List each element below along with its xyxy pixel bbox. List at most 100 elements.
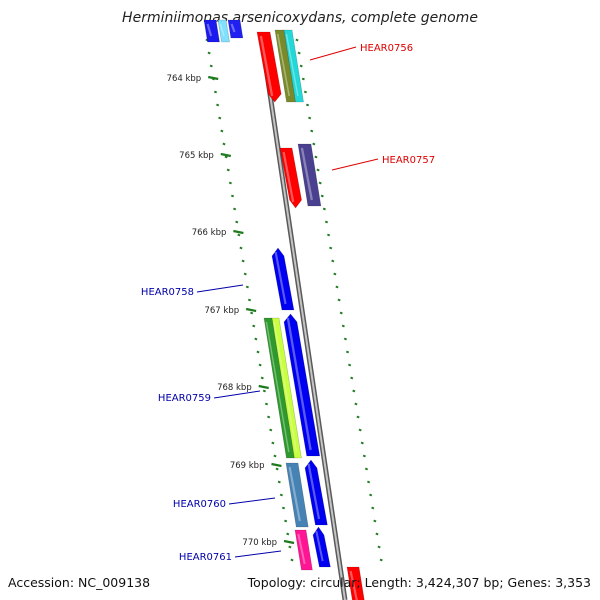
inner-ring-dot	[220, 129, 224, 133]
outer-ring-dot	[303, 90, 308, 94]
gene-label-hear0757[interactable]: HEAR0757	[382, 155, 435, 166]
scale-tick-mark	[220, 152, 232, 158]
gene-label-hear0758[interactable]: HEAR0758	[141, 287, 194, 298]
outer-ring-dot	[350, 376, 354, 380]
scale-tick-mark	[245, 307, 257, 313]
gene-label-leader	[309, 46, 357, 61]
outer-ring-dot	[322, 207, 326, 211]
inner-ring-dot	[286, 532, 290, 536]
outer-ring-dot	[324, 220, 329, 224]
gene-block-partial[interactable]	[217, 19, 230, 43]
gene-label-leader	[213, 390, 261, 399]
inner-ring-dot	[260, 376, 264, 380]
outer-ring-dot	[362, 454, 366, 458]
scale-tick-mark	[283, 539, 295, 545]
gene-hear0761-blue[interactable]	[312, 526, 331, 568]
gene-label-leader	[234, 550, 282, 558]
gene-block-partial[interactable]	[227, 19, 244, 39]
inner-ring-dot	[207, 51, 211, 55]
outer-ring-dot	[377, 545, 381, 549]
inner-ring-dot	[230, 194, 235, 198]
gene-sheen	[307, 463, 321, 520]
outer-ring-dot	[320, 194, 324, 198]
gene-hear0756-cyan[interactable]	[283, 29, 304, 103]
inner-ring-dot	[222, 142, 226, 146]
outer-ring-dot	[371, 506, 375, 510]
outer-ring-dot	[379, 558, 383, 562]
backbone-highlight	[261, 39, 346, 600]
gene-sheen	[273, 321, 298, 453]
outer-ring-dot	[316, 168, 320, 172]
gene-hear0757[interactable]	[279, 147, 302, 209]
scale-tick-mark	[207, 75, 219, 81]
gene-sheen	[282, 151, 295, 203]
inner-ring-dot	[239, 246, 243, 250]
gene-hear0756[interactable]	[256, 31, 282, 103]
outer-ring-dot	[295, 38, 299, 42]
gene-label-hear0760[interactable]: HEAR0760	[173, 499, 226, 510]
gene-hear0757-slate[interactable]	[297, 143, 322, 207]
inner-ring-dot	[241, 259, 245, 263]
outer-ring-dot	[339, 311, 343, 315]
gene-label-leader	[228, 497, 276, 505]
genome-summary-text: Topology: circular; Length: 3,424,307 bp…	[247, 575, 591, 590]
inner-ring-dot	[245, 285, 249, 289]
inner-ring-dot	[254, 337, 258, 341]
outer-ring-dot	[335, 285, 339, 289]
outer-ring-dot	[314, 155, 318, 159]
gene-sheen	[315, 530, 324, 562]
outer-ring-dot	[373, 519, 377, 523]
gene-hear0760-blue[interactable]	[304, 459, 328, 526]
gene-sheen	[274, 251, 287, 305]
outer-ring-dot	[356, 415, 360, 419]
gene-label-leader	[196, 284, 244, 293]
outer-ring-dot	[366, 480, 371, 484]
inner-ring-dot	[250, 311, 254, 315]
scale-tick-label: 765 kbp	[179, 151, 214, 161]
outer-ring-dot	[360, 441, 364, 445]
inner-ring-dot	[252, 324, 256, 328]
inner-ring-dot	[279, 493, 283, 497]
gene-hear0760[interactable]	[285, 462, 309, 528]
inner-ring-dot	[264, 402, 269, 406]
outer-ring-dot	[331, 259, 335, 263]
scale-tick-mark	[233, 229, 244, 235]
gene-hear0759-lime[interactable]	[271, 317, 302, 459]
inner-ring-dot	[262, 389, 266, 393]
gene-sheen	[230, 23, 236, 33]
scale-tick-mark	[258, 384, 269, 390]
outer-ring-dot	[345, 350, 350, 354]
inner-ring-dot	[269, 428, 273, 432]
gene-sheen	[265, 321, 290, 453]
inner-ring-dot	[209, 64, 213, 68]
inner-ring-dot	[290, 558, 294, 562]
inner-ring-dot	[235, 220, 239, 224]
outer-ring-dot	[341, 324, 345, 328]
outer-ring-dot	[326, 233, 331, 237]
gene-hear0761[interactable]	[294, 529, 313, 571]
gene-hear0759-blue[interactable]	[283, 313, 321, 457]
inner-ring-dot	[216, 103, 220, 107]
outer-ring-dot	[299, 64, 303, 68]
gene-block-partial[interactable]	[203, 19, 220, 43]
gene-sheen	[259, 35, 274, 97]
gene-sheen	[288, 466, 301, 522]
gene-sheen	[206, 23, 213, 37]
scale-tick-label: 767 kbp	[204, 306, 239, 316]
inner-ring-dot	[256, 350, 260, 354]
inner-ring-dot	[273, 454, 277, 458]
accession-text: Accession: NC_009138	[8, 575, 151, 590]
inner-ring-dot	[271, 441, 275, 445]
inner-ring-dot	[233, 207, 237, 211]
outer-ring-dot	[308, 116, 312, 120]
inner-ring-dot	[267, 415, 271, 419]
gene-block-partial[interactable]	[346, 566, 365, 600]
gene-label-hear0756[interactable]: HEAR0756	[360, 43, 413, 54]
gene-label-hear0759[interactable]: HEAR0759	[158, 393, 211, 404]
gene-sheen	[219, 23, 225, 37]
gene-label-hear0761[interactable]: HEAR0761	[179, 552, 232, 563]
inner-ring-dot	[228, 181, 232, 185]
gene-hear0758[interactable]	[271, 247, 295, 311]
